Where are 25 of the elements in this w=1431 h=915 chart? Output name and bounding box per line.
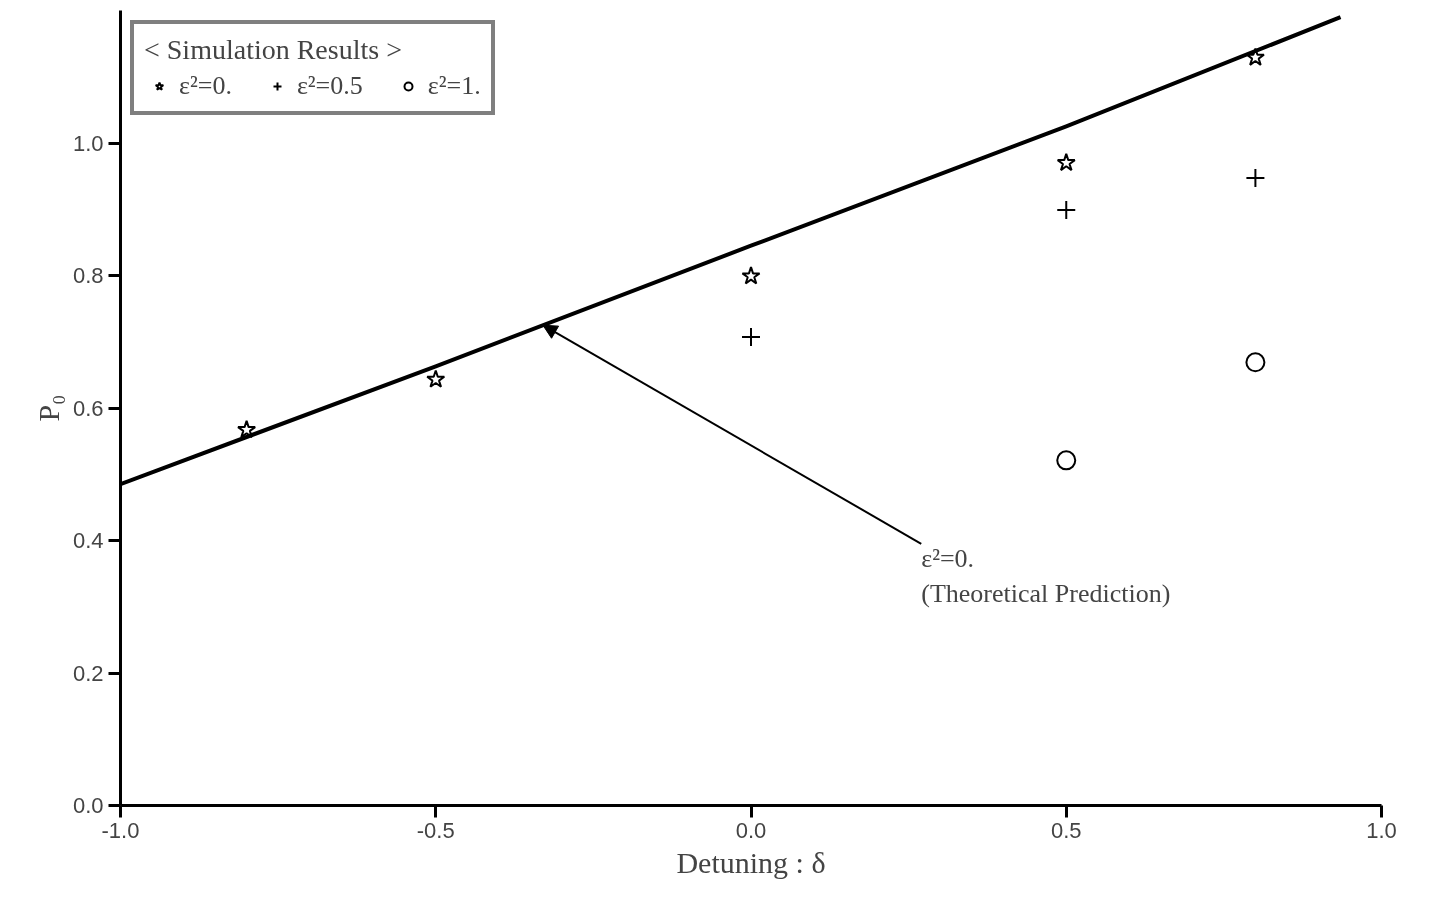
y-tick-label: 0.6 <box>72 395 104 421</box>
x-axis-title: Detuning : δ <box>676 845 826 879</box>
point <box>426 369 446 388</box>
point <box>1245 352 1266 373</box>
y-tick-label: 0.0 <box>72 793 104 818</box>
point <box>1056 450 1077 471</box>
legend-label: ε²=1. <box>427 71 481 101</box>
x-tick-label: -1.0 <box>101 817 140 843</box>
x-tick-label: -0.5 <box>416 817 455 843</box>
y-tick-label: 0.2 <box>72 660 104 686</box>
x-tick-label: 1.0 <box>1366 817 1397 843</box>
point <box>1056 152 1076 172</box>
annotation: ε²=0. (Theoretical Prediction) <box>921 543 1171 608</box>
legend-label: ε²=0. <box>179 71 232 101</box>
point <box>741 266 761 285</box>
y-tick-label: 0.4 <box>72 528 104 553</box>
x-tick-label: 0.5 <box>1050 817 1082 843</box>
y-tick-label: 0.8 <box>72 263 104 288</box>
y-tick-label: 1.0 <box>72 130 104 156</box>
x-tick-label: 0.0 <box>735 817 767 843</box>
point <box>1245 47 1265 66</box>
point <box>237 419 257 439</box>
y-axis-title: P₀ <box>31 394 65 422</box>
legend-label: ε²=0.5 <box>296 71 363 101</box>
legend-title: < Simulation Results > <box>144 34 403 66</box>
